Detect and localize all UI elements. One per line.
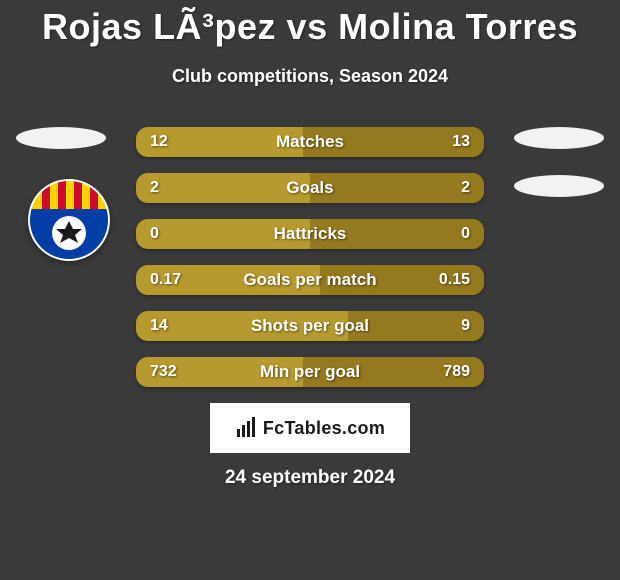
branding-text: FcTables.com <box>263 418 385 439</box>
club-crest-icon <box>28 179 110 261</box>
date-text: 24 september 2024 <box>0 467 620 489</box>
stat-right-value: 9 <box>461 317 470 335</box>
chart-icon <box>235 417 257 439</box>
stat-label: Matches <box>276 132 344 152</box>
stat-left-value: 0 <box>150 225 159 243</box>
stat-bars: 12 Matches 13 2 Goals 2 0 Hattricks 0 0.17 Goals p… <box>136 127 484 387</box>
stat-right-value: 2 <box>461 179 470 197</box>
stat-right-value: 789 <box>443 363 470 381</box>
stat-row-goals-per-match: 0.17 Goals per match 0.15 <box>136 265 484 295</box>
stat-row-goals: 2 Goals 2 <box>136 173 484 203</box>
left-player-badge-placeholder <box>16 127 106 149</box>
stat-label: Goals per match <box>243 270 376 290</box>
subtitle: Club competitions, Season 2024 <box>0 66 620 87</box>
stat-row-matches: 12 Matches 13 <box>136 127 484 157</box>
stat-right-value: 0 <box>461 225 470 243</box>
stat-left-value: 12 <box>150 133 168 151</box>
comparison-content: 12 Matches 13 2 Goals 2 0 Hattricks 0 0.17 Goals p… <box>0 127 620 387</box>
stat-left-value: 732 <box>150 363 177 381</box>
stat-left-value: 14 <box>150 317 168 335</box>
stat-row-shots-per-goal: 14 Shots per goal 9 <box>136 311 484 341</box>
stat-right-value: 0.15 <box>439 271 470 289</box>
right-player-badge-placeholder <box>514 127 604 149</box>
stat-row-hattricks: 0 Hattricks 0 <box>136 219 484 249</box>
stat-row-min-per-goal: 732 Min per goal 789 <box>136 357 484 387</box>
stat-label: Min per goal <box>260 362 360 382</box>
stat-split-overlay <box>310 173 484 203</box>
stat-label: Hattricks <box>274 224 347 244</box>
stat-left-value: 2 <box>150 179 159 197</box>
right-player-badge2-placeholder <box>514 175 604 197</box>
branding-logo: FcTables.com <box>210 403 410 453</box>
stat-label: Shots per goal <box>251 316 369 336</box>
stat-label: Goals <box>286 178 333 198</box>
page-title: Rojas LÃ³pez vs Molina Torres <box>0 0 620 48</box>
stat-left-value: 0.17 <box>150 271 181 289</box>
stat-right-value: 13 <box>452 133 470 151</box>
